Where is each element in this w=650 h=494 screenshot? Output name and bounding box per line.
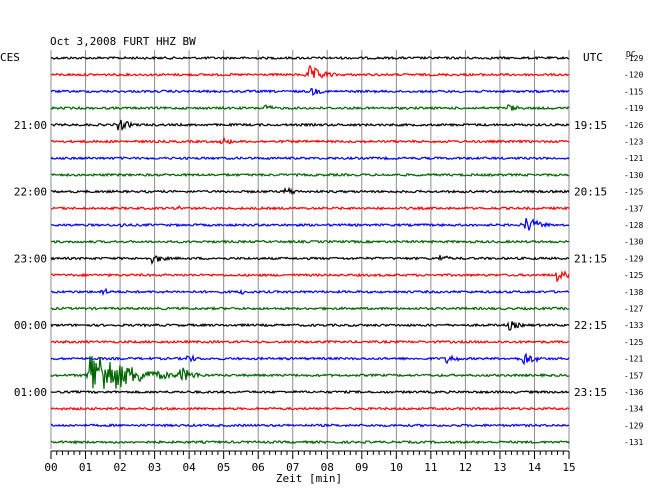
dc-offset-value: -138 xyxy=(624,288,643,297)
seismogram-trace xyxy=(50,55,570,61)
x-tick-label: 04 xyxy=(183,461,197,474)
right-time-label: 19:15 xyxy=(574,119,607,132)
seismogram-traces xyxy=(50,55,570,445)
seismogram-trace xyxy=(50,423,570,428)
dc-offset-value: -128 xyxy=(624,221,643,230)
dc-offset-value: -133 xyxy=(624,321,643,330)
seismogram-trace xyxy=(50,352,570,366)
seismogram-trace xyxy=(50,119,570,132)
seismogram-trace xyxy=(50,269,570,283)
dc-offset-value: -137 xyxy=(624,204,643,213)
left-time-label: 00:00 xyxy=(14,319,47,332)
x-tick-label: 14 xyxy=(528,461,542,474)
dc-offset-value: -121 xyxy=(624,154,643,163)
seismogram-trace xyxy=(50,64,570,79)
x-tick-label: 10 xyxy=(390,461,403,474)
x-axis-label: Zeit [min] xyxy=(276,472,342,485)
dc-offset-value: -115 xyxy=(624,87,643,96)
dc-offset-value: -127 xyxy=(624,305,643,314)
x-tick-label: 00 xyxy=(44,461,57,474)
dc-offset-value: -136 xyxy=(624,388,643,397)
x-tick-label: 02 xyxy=(113,461,126,474)
seismogram-trace xyxy=(50,186,570,196)
dc-offset-value: -125 xyxy=(624,271,643,280)
dc-offset-value: -125 xyxy=(624,188,643,197)
seismogram-trace xyxy=(50,321,570,331)
x-tick-label: 07 xyxy=(286,461,299,474)
seismogram-trace xyxy=(50,255,570,266)
seismogram-trace xyxy=(50,439,570,445)
x-tick-label: 12 xyxy=(459,461,472,474)
seismogram-trace xyxy=(50,306,570,311)
left-time-label: 22:00 xyxy=(14,186,47,199)
right-time-label: 21:15 xyxy=(574,252,607,265)
seismogram-trace xyxy=(50,87,570,97)
dc-offset-value: -125 xyxy=(624,338,643,347)
dc-offset-value: -121 xyxy=(624,355,643,364)
right-time-label: 20:15 xyxy=(574,186,607,199)
left-zone-label: CES xyxy=(0,51,20,64)
x-tick-label: 09 xyxy=(355,461,368,474)
dc-offset-value: -130 xyxy=(624,171,643,180)
right-zone-label: UTC xyxy=(583,51,603,64)
minute-gridlines xyxy=(50,50,570,449)
left-time-label: 01:00 xyxy=(14,386,47,399)
seismogram-trace xyxy=(50,239,570,245)
seismogram-trace xyxy=(50,172,570,178)
chart-title: Oct 3,2008 FURT HHZ BW xyxy=(50,35,196,48)
x-tick-label: 03 xyxy=(148,461,161,474)
dc-offset-value: -120 xyxy=(624,71,643,80)
left-time-label: 21:00 xyxy=(14,119,47,132)
dc-offset-value: -129 xyxy=(624,421,643,430)
seismogram-trace xyxy=(50,406,570,411)
dc-offset-value: -119 xyxy=(624,104,643,113)
dc-offset-value: -134 xyxy=(624,405,643,414)
dc-offset-value: -129 xyxy=(624,254,643,263)
seismogram-trace xyxy=(50,339,570,345)
dc-label: DC xyxy=(626,50,636,59)
x-tick-label: 13 xyxy=(493,461,506,474)
dc-offset-value: -130 xyxy=(624,238,643,247)
seismogram-trace xyxy=(50,104,570,112)
time-axis: 00 01 02 03 04 05 06 07 08 09 10 11 12 13 14 15 xyxy=(44,450,576,474)
row-labels: 21:00 22:00 23:00 00:00 01:00 19:15 20:15 21:15… xyxy=(14,54,644,447)
x-tick-label: 15 xyxy=(562,461,575,474)
seismogram-trace xyxy=(50,136,570,145)
seismogram-trace xyxy=(50,218,570,231)
x-tick-label: 06 xyxy=(252,461,265,474)
seismogram-trace xyxy=(51,287,570,297)
dc-offset-value: -123 xyxy=(624,138,643,147)
x-tick-label: 08 xyxy=(321,461,334,474)
seismogram-trace xyxy=(50,155,570,161)
x-tick-label: 05 xyxy=(217,461,230,474)
right-time-label: 23:15 xyxy=(574,386,607,399)
x-tick-label: 11 xyxy=(424,461,437,474)
right-time-label: 22:15 xyxy=(574,319,607,332)
dc-offset-value: -129 xyxy=(624,54,643,63)
seismogram-trace xyxy=(50,204,570,211)
seismogram-trace xyxy=(50,355,570,390)
dc-offset-value: -126 xyxy=(624,121,643,130)
seismogram-trace xyxy=(50,389,570,395)
dc-offset-value: -131 xyxy=(624,438,643,447)
left-time-label: 23:00 xyxy=(14,252,47,265)
dc-offset-value: -157 xyxy=(624,371,643,380)
x-tick-label: 01 xyxy=(79,461,92,474)
